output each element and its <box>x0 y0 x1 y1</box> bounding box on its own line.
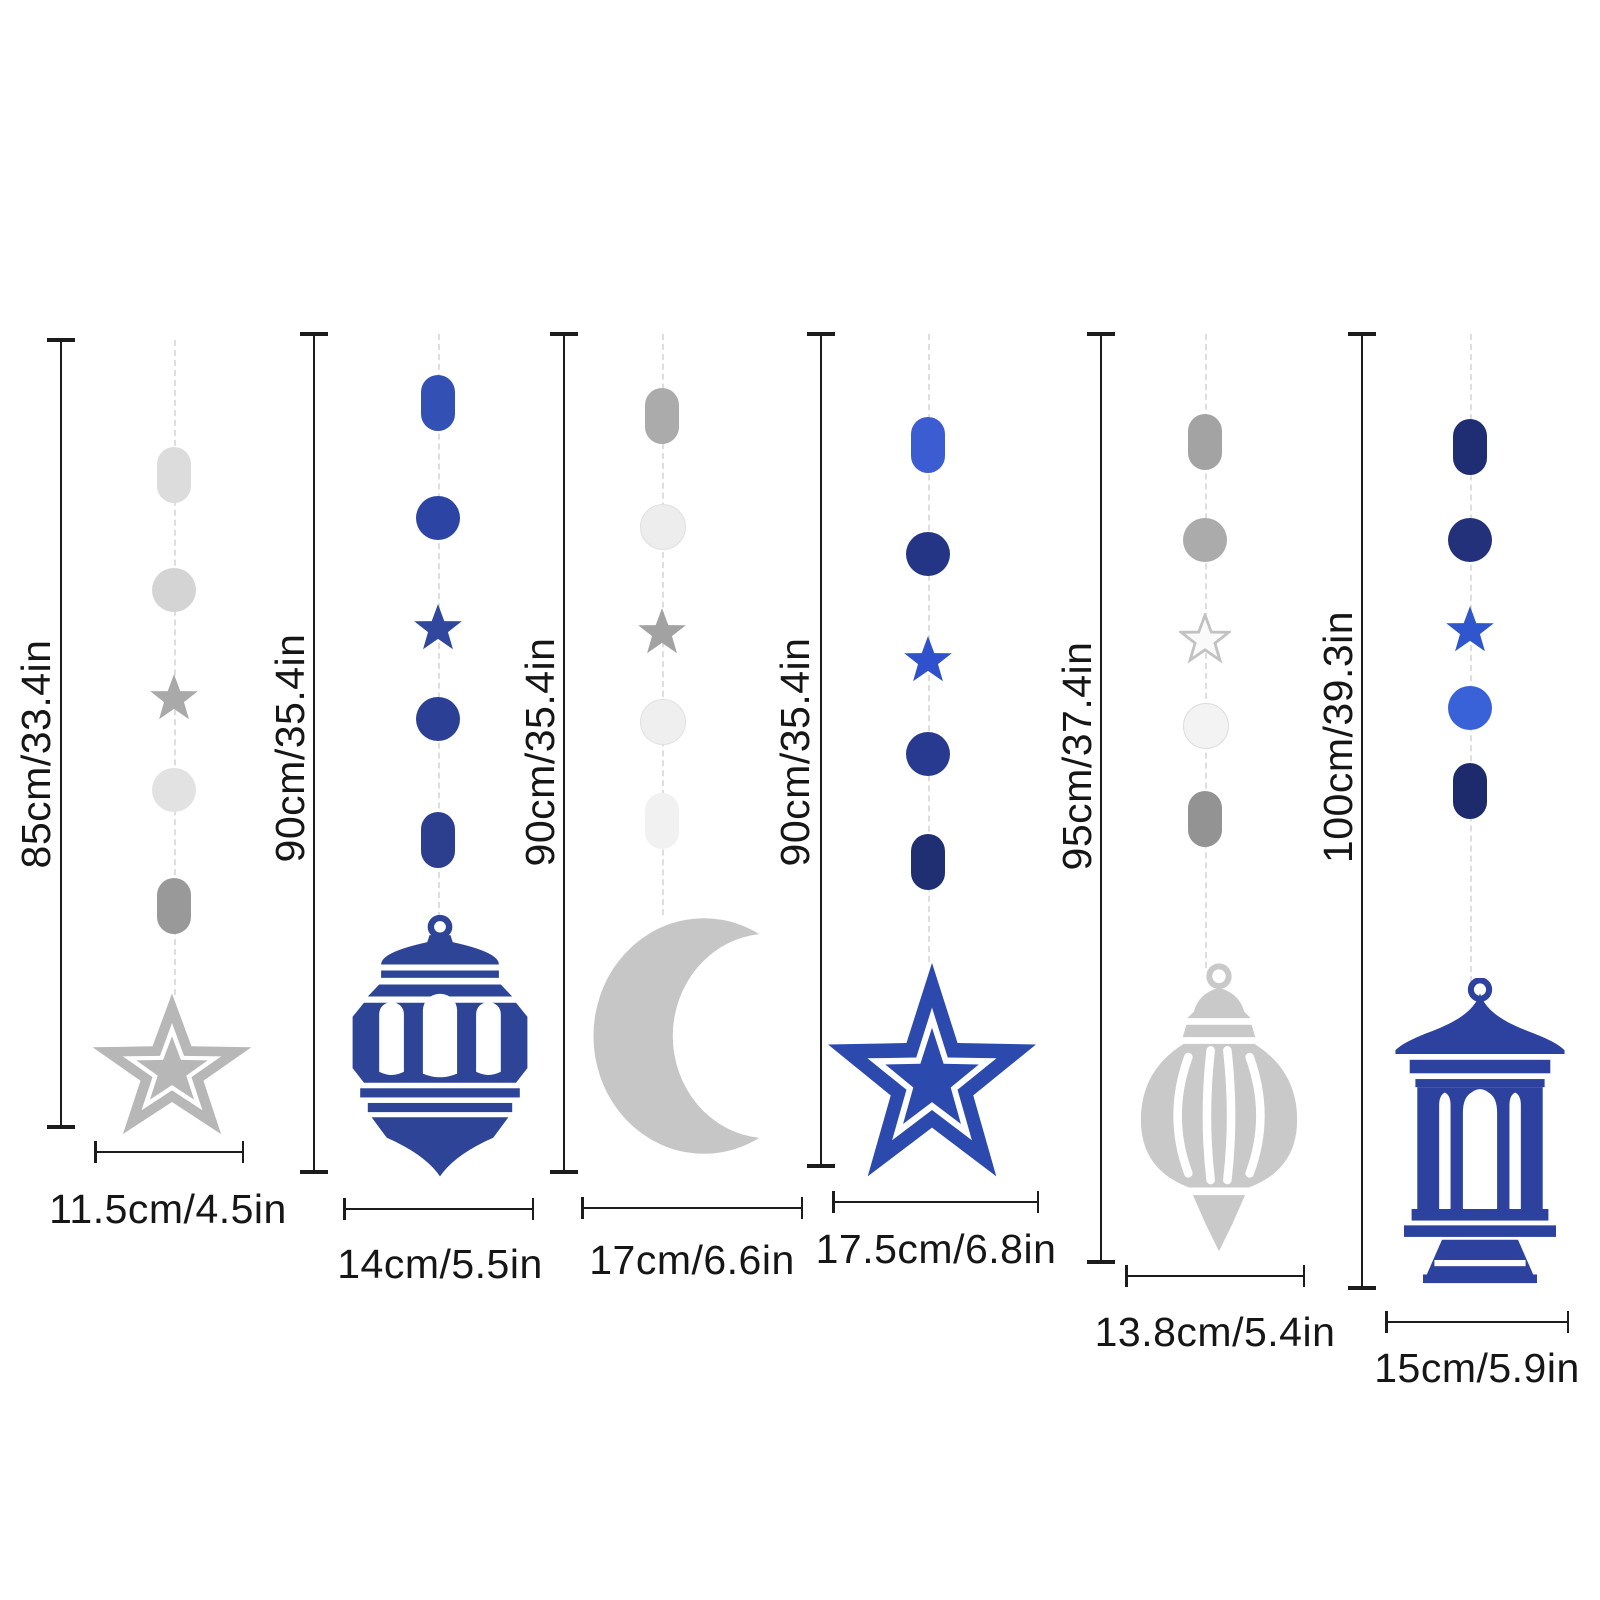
string-shape-star-icon <box>1444 604 1496 656</box>
width-measure-tick-left <box>343 1198 346 1220</box>
width-measure-line <box>833 1200 1038 1204</box>
pagoda-lantern-icon <box>1385 978 1575 1286</box>
string-shape-circle-icon <box>906 532 950 576</box>
string-shape-star-icon <box>902 634 954 686</box>
height-label: 100cm/39.3in <box>1314 610 1361 864</box>
height-measure-cap-bottom <box>550 1170 578 1174</box>
height-measure-cap-top <box>807 332 835 336</box>
string-shape-oval-icon <box>911 834 945 890</box>
string-shape-oval-icon <box>1188 791 1222 847</box>
string-shape-circle-icon <box>416 496 460 540</box>
layered-star-icon <box>85 987 259 1149</box>
string-shape-circle-icon <box>1183 518 1227 562</box>
width-label: 11.5cm/4.5in <box>49 1185 287 1232</box>
height-measure-cap-bottom <box>1348 1286 1376 1290</box>
height-label: 90cm/35.4in <box>771 637 818 867</box>
string-shape-oval-icon <box>645 793 679 849</box>
width-measure-tick-right <box>1036 1191 1039 1213</box>
string-shape-circle-icon <box>1448 686 1492 730</box>
width-measure-tick-right <box>531 1198 534 1220</box>
width-measure-tick-right <box>241 1141 244 1163</box>
string-shape-oval-icon <box>421 812 455 868</box>
width-measure-line <box>1386 1320 1568 1324</box>
string-shape-circle-icon <box>640 504 686 550</box>
width-measure-tick-left <box>94 1141 97 1163</box>
string-shape-circle-icon <box>152 568 196 612</box>
garland-string <box>174 340 176 995</box>
string-shape-oval-icon <box>1453 763 1487 819</box>
width-label: 14cm/5.5in <box>337 1240 543 1287</box>
height-measure-cap-bottom <box>47 1125 75 1129</box>
width-measure-line <box>344 1207 533 1211</box>
width-measure-tick-left <box>1385 1311 1388 1333</box>
finial-ornament-icon <box>1126 962 1312 1257</box>
string-shape-circle-icon <box>1183 703 1229 749</box>
width-measure-tick-left <box>832 1191 835 1213</box>
fanous-lantern-icon <box>345 914 535 1180</box>
string-shape-circle-icon <box>416 697 460 741</box>
string-shape-star-icon <box>1177 611 1233 665</box>
width-label: 15cm/5.9in <box>1374 1344 1580 1391</box>
layered-star-icon <box>818 953 1046 1199</box>
width-measure-tick-left <box>1125 1265 1128 1287</box>
width-measure-line <box>95 1150 243 1154</box>
string-shape-circle-icon <box>906 732 950 776</box>
height-label: 90cm/35.4in <box>516 637 563 867</box>
height-label: 90cm/35.4in <box>266 633 313 863</box>
width-measure-tick-left <box>581 1197 584 1219</box>
string-shape-star-icon <box>412 602 464 654</box>
garland-string <box>1470 334 1472 982</box>
string-shape-circle-icon <box>152 768 196 812</box>
width-label: 13.8cm/5.4in <box>1094 1308 1336 1355</box>
height-label: 85cm/33.4in <box>12 639 59 869</box>
width-label: 17cm/6.6in <box>589 1236 795 1283</box>
string-shape-oval-icon <box>1453 419 1487 475</box>
height-measure-cap-top <box>1348 332 1376 336</box>
height-measure-cap-top <box>300 332 328 336</box>
height-label: 95cm/37.4in <box>1053 641 1100 871</box>
crescent-moon-icon <box>584 908 824 1164</box>
string-shape-oval-icon <box>421 375 455 431</box>
string-shape-oval-icon <box>157 447 191 503</box>
string-shape-star-icon <box>636 606 688 658</box>
height-measure-line <box>562 334 566 1172</box>
width-measure-tick-right <box>1302 1265 1305 1287</box>
string-shape-star-icon <box>148 672 200 724</box>
height-measure-line <box>1360 334 1364 1288</box>
height-measure-cap-bottom <box>807 1164 835 1168</box>
string-shape-circle-icon <box>1448 518 1492 562</box>
width-measure-line <box>1126 1274 1304 1278</box>
string-shape-oval-icon <box>157 878 191 934</box>
height-measure-line <box>312 334 316 1172</box>
height-measure-line <box>819 334 823 1166</box>
height-measure-line <box>1099 334 1103 1262</box>
string-shape-oval-icon <box>911 417 945 473</box>
height-measure-cap-top <box>47 338 75 342</box>
width-measure-tick-right <box>1566 1311 1569 1333</box>
height-measure-cap-bottom <box>300 1170 328 1174</box>
string-shape-oval-icon <box>645 388 679 444</box>
width-measure-tick-right <box>800 1197 803 1219</box>
height-measure-cap-top <box>550 332 578 336</box>
height-measure-cap-bottom <box>1087 1260 1115 1264</box>
height-measure-cap-top <box>1087 332 1115 336</box>
height-measure-line <box>59 340 63 1127</box>
width-label: 17.5cm/6.8in <box>815 1225 1057 1272</box>
string-shape-oval-icon <box>1188 414 1222 470</box>
string-shape-circle-icon <box>640 699 686 745</box>
width-measure-line <box>582 1206 802 1210</box>
